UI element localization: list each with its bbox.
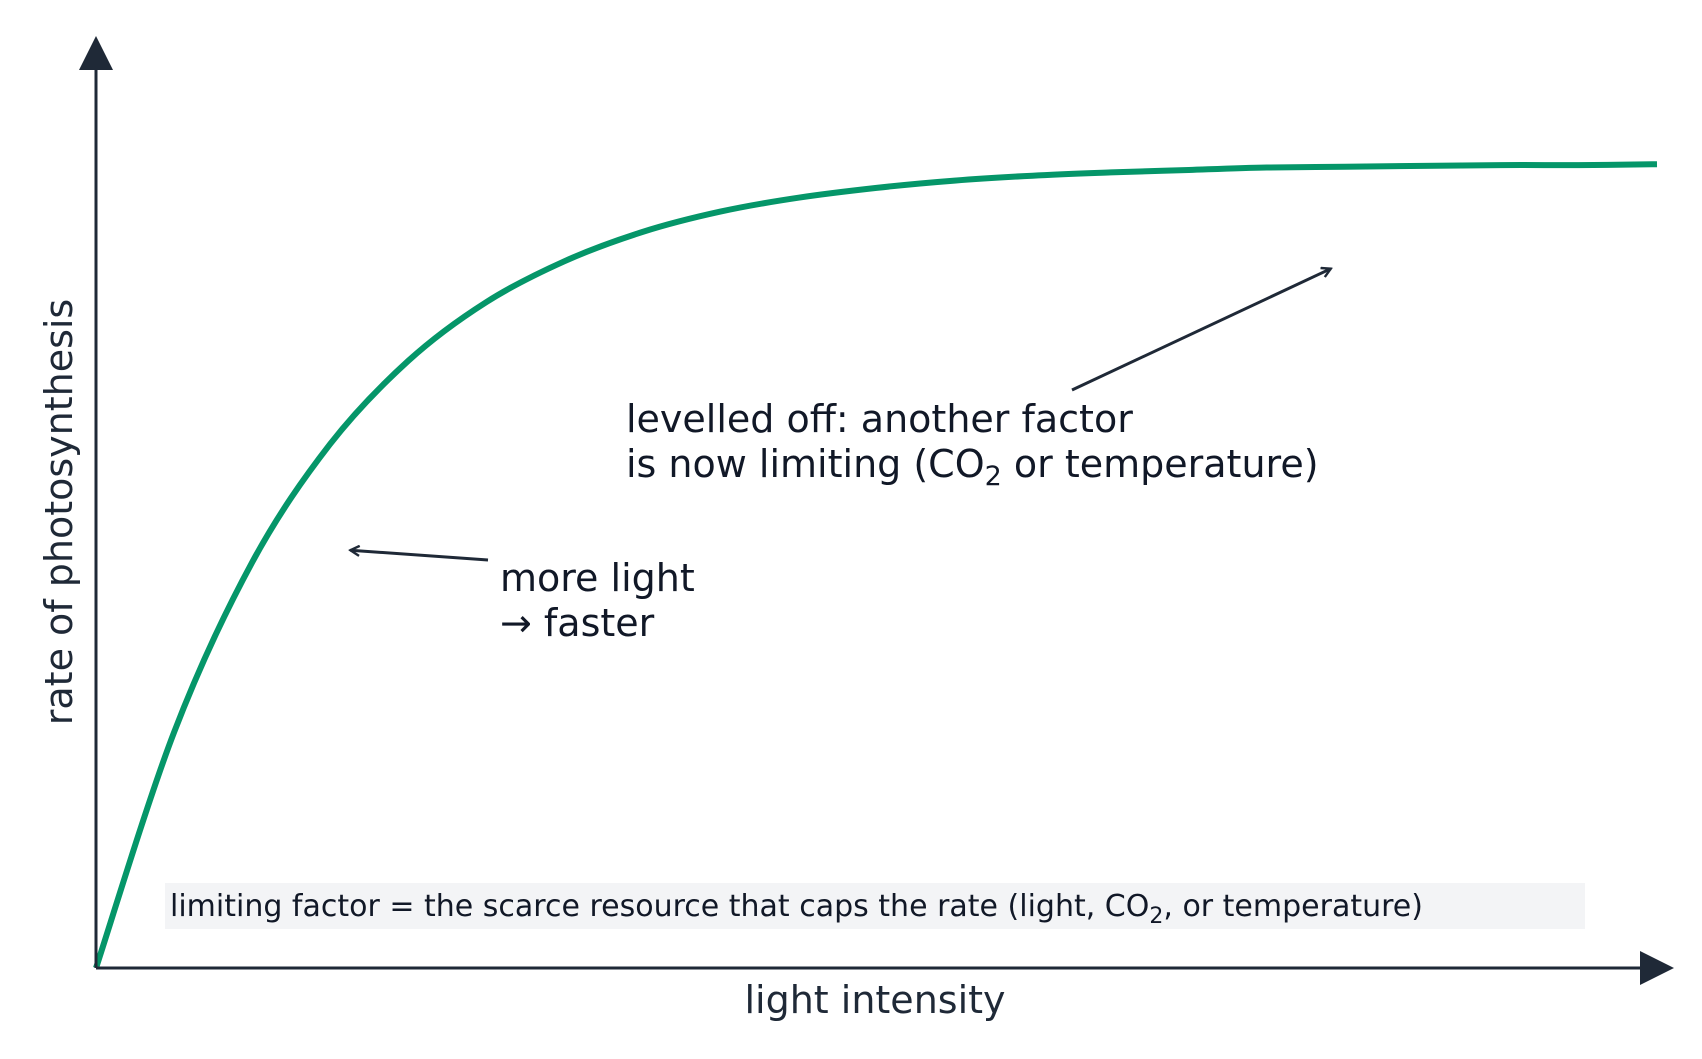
note-text-sub: 2 [1149, 904, 1163, 929]
series-line-rate [93, 161, 1658, 969]
x-axis-arrowhead [1640, 951, 1674, 985]
annotation-more-light-line-1: more light [500, 556, 695, 600]
x-axis-label: light intensity [744, 978, 1005, 1022]
annotation-levelled-off-line-2-post: or temperature) [1002, 442, 1319, 486]
note-box: limiting factor = the scarce resource th… [165, 883, 1585, 929]
y-axis-label: rate of photosynthesis [37, 299, 81, 725]
annotation-levelled-off-line-2-sub: 2 [985, 461, 1002, 492]
note-text: limiting factor = the scarce resource th… [170, 889, 1423, 929]
annotation-levelled-off-line-1: levelled off: another factor [626, 397, 1133, 441]
axes [79, 36, 1674, 985]
annotation-levelled-off-line-2-pre: is now limiting (CO [626, 442, 985, 486]
note-background [165, 883, 1585, 929]
annotation-arrow-more-light [350, 550, 489, 562]
annotation-more-light-line-2: → faster [500, 601, 655, 645]
annotation-levelled-off: levelled off: another factor is now limi… [626, 269, 1331, 492]
note-text-pre: limiting factor = the scarce resource th… [170, 889, 1149, 924]
note-text-post: , or temperature) [1163, 889, 1423, 924]
y-axis-arrowhead [79, 36, 113, 70]
annotation-arrow-levelled-off [1071, 269, 1331, 392]
annotation-more-light: more light → faster [350, 550, 695, 645]
annotation-levelled-off-line-2: is now limiting (CO2 or temperature) [626, 442, 1319, 492]
